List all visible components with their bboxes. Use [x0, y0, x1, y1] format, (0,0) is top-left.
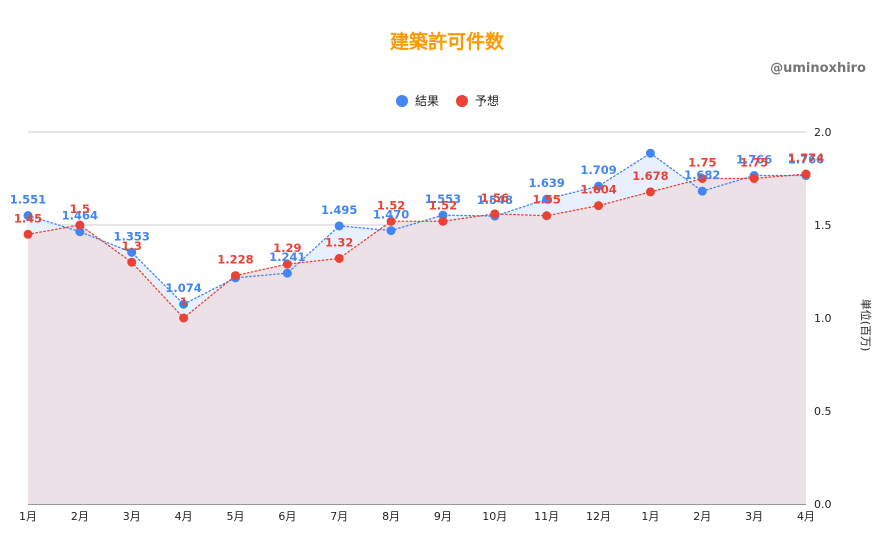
point-forecast	[179, 313, 189, 323]
data-label-result: 1.551	[10, 193, 46, 207]
data-label-forecast: 1.3	[122, 239, 142, 253]
point-result	[645, 148, 655, 158]
point-forecast	[282, 259, 292, 269]
point-forecast	[334, 253, 344, 263]
chart-title: 建築許可件数	[390, 30, 505, 53]
data-label-result: 1.766	[736, 153, 772, 167]
x-tick-label: 1月	[19, 510, 37, 523]
point-forecast	[542, 211, 552, 221]
y-axis-ticks: 0.0 0.5 1.0 1.5 2.0	[814, 126, 832, 511]
legend-label-forecast: 予想	[475, 93, 499, 108]
point-result	[594, 181, 604, 191]
data-label-result: 1.553	[425, 192, 461, 206]
point-result	[127, 247, 137, 257]
data-label-forecast: 1.45	[14, 211, 42, 225]
point-result	[75, 227, 85, 237]
point-result	[334, 221, 344, 231]
x-tick-label: 3月	[745, 510, 763, 523]
point-forecast	[386, 216, 396, 226]
point-forecast	[801, 169, 811, 179]
point-forecast	[75, 220, 85, 230]
y-tick-label: 0.5	[814, 405, 832, 418]
point-forecast	[594, 201, 604, 211]
point-result	[697, 186, 707, 196]
point-forecast	[645, 187, 655, 197]
x-tick-label: 5月	[226, 510, 244, 523]
line-result	[27, 152, 807, 306]
data-label-forecast: 1.678	[632, 169, 668, 183]
data-label-result: 1.074	[165, 281, 201, 295]
data-label-result: 1.495	[321, 203, 357, 217]
data-label-forecast: 1.52	[377, 198, 405, 212]
data-label-forecast: 1.604	[580, 183, 616, 197]
point-forecast	[490, 209, 500, 219]
x-tick-label: 2月	[693, 510, 711, 523]
data-label-forecast: 1.29	[273, 241, 301, 255]
x-axis-ticks: 1月 2月 3月 4月 5月 6月 7月 8月 9月 10月 11月 12月 1月 2月 3月 4月	[19, 510, 815, 523]
data-label-result: 1.241	[269, 250, 305, 264]
x-tick-label: 4月	[797, 510, 815, 523]
x-tick-label: 3月	[123, 510, 141, 523]
data-label-result: 1.682	[684, 168, 720, 182]
y-tick-label: 1.0	[814, 312, 832, 325]
x-tick-label: 6月	[278, 510, 296, 523]
y-tick-label: 0.0	[814, 498, 832, 511]
point-forecast	[127, 257, 137, 267]
data-label-result: 1.548	[477, 193, 513, 207]
x-tick-label: 9月	[434, 510, 452, 523]
x-tick-label: 10月	[482, 510, 507, 523]
y-axis-label: 単位(百万)	[859, 299, 873, 352]
point-forecast	[749, 174, 759, 183]
data-label-forecast: 1.52	[429, 198, 457, 212]
point-forecast	[438, 216, 448, 226]
data-label-forecast: 1.5	[70, 202, 90, 216]
legend-marker-forecast	[456, 95, 468, 107]
data-label-result: 1.639	[528, 176, 564, 190]
x-tick-label: 8月	[382, 510, 400, 523]
legend-label-result: 結果	[415, 94, 439, 108]
data-label-forecast: 1.774	[788, 151, 824, 165]
data-label-forecast: 1.75	[740, 156, 768, 170]
data-label-forecast: 1.56	[481, 191, 509, 205]
point-result	[179, 299, 189, 309]
point-result	[282, 268, 292, 278]
point-result	[542, 194, 552, 204]
point-result	[23, 211, 33, 221]
x-tick-label: 11月	[534, 510, 559, 523]
data-label-result: 1.353	[114, 229, 150, 243]
series-areas	[28, 153, 806, 505]
data-label-forecast: 1	[180, 295, 188, 309]
x-tick-label: 4月	[175, 510, 193, 523]
point-forecast	[230, 271, 240, 281]
x-tick-label: 1月	[641, 510, 659, 523]
area-forecast	[28, 174, 806, 504]
data-label-forecast: 1.55	[532, 193, 560, 207]
data-label-result: 1.464	[62, 209, 98, 223]
x-tick-label: 2月	[71, 510, 89, 523]
series-lines	[27, 152, 807, 319]
point-result	[386, 226, 396, 236]
data-label-result: 1.766	[788, 153, 824, 167]
data-label-result: 1.709	[580, 163, 616, 177]
x-tick-label: 12月	[586, 510, 611, 523]
data-label-result: 1.470	[373, 208, 409, 222]
data-label-forecast: 1.75	[688, 156, 716, 170]
data-label-forecast: 1.228	[217, 253, 253, 267]
chart-credit: @uminoxhiro	[770, 61, 866, 76]
x-tick-label: 7月	[330, 510, 348, 523]
point-forecast	[23, 229, 33, 239]
y-tick-label: 1.5	[814, 219, 832, 232]
legend: 結果 予想	[396, 93, 499, 108]
point-forecast	[697, 174, 707, 183]
legend-marker-result	[396, 95, 408, 107]
y-tick-label: 2.0	[814, 126, 832, 139]
data-label-forecast: 1.32	[325, 235, 353, 249]
series-points	[23, 148, 811, 323]
